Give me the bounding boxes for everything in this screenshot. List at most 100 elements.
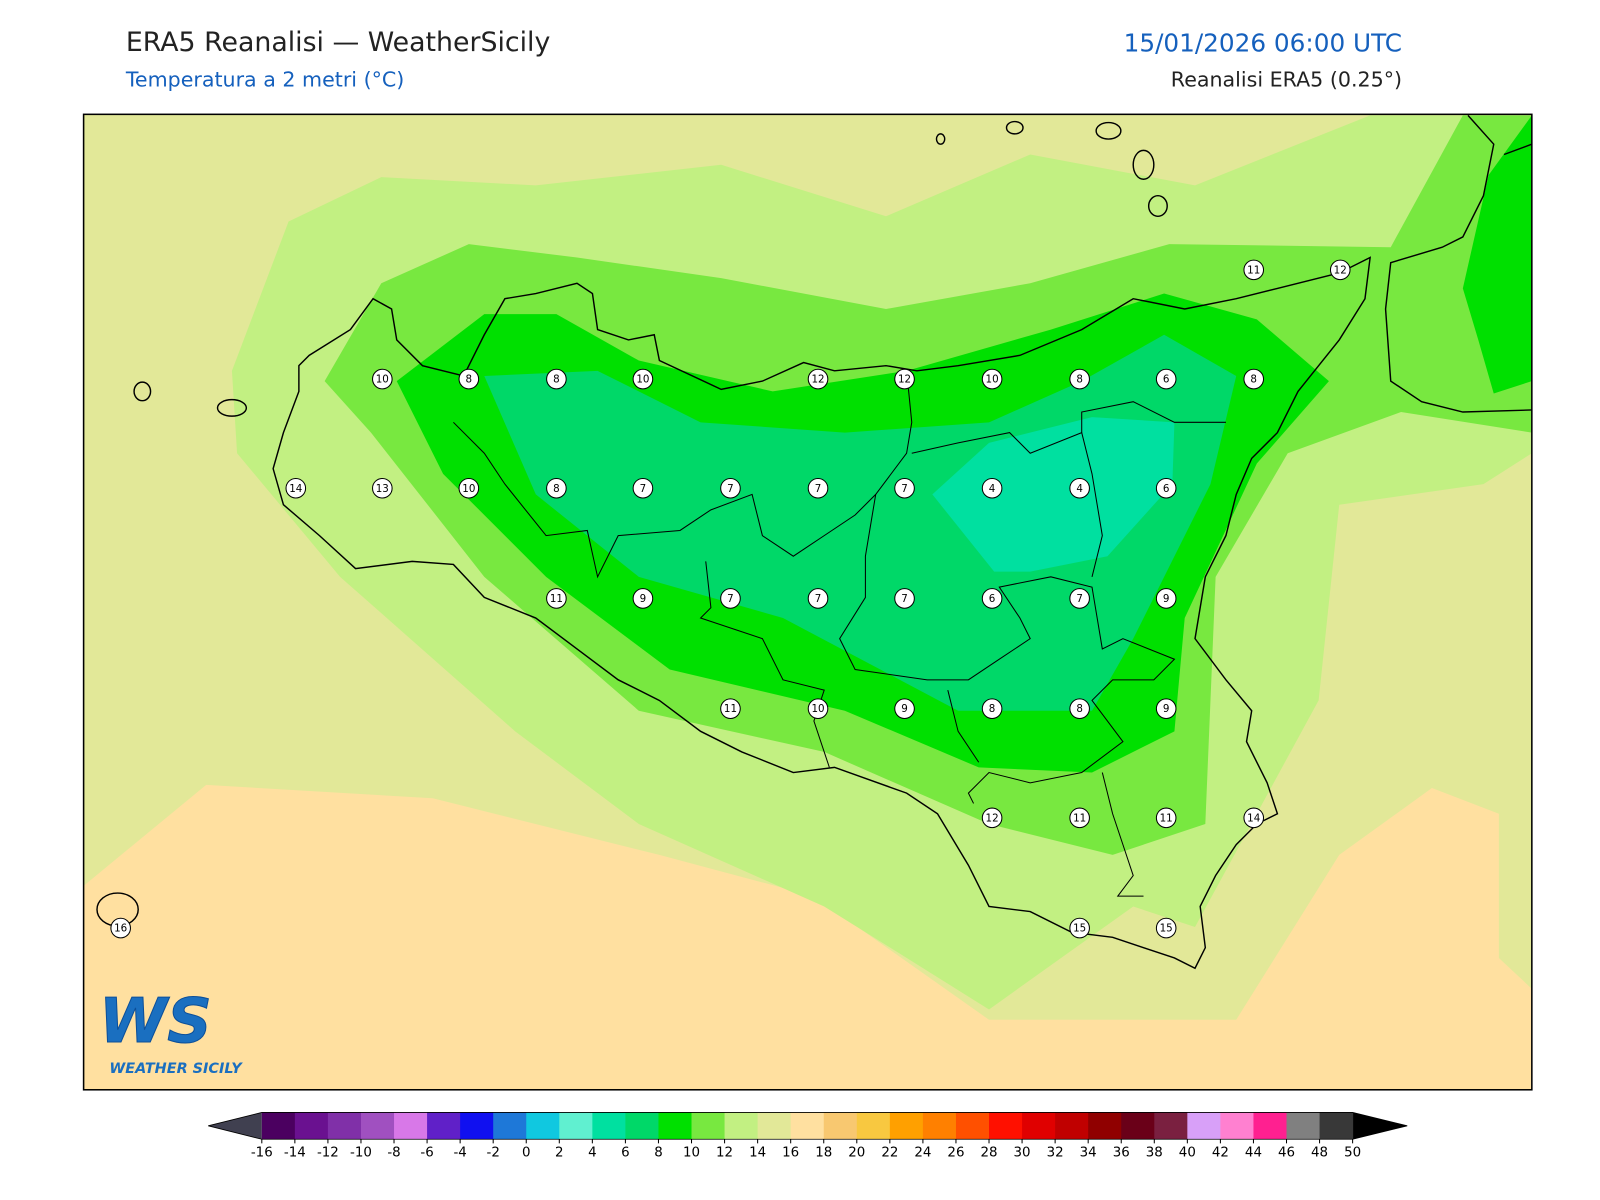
- station-marker: [632, 477, 654, 499]
- colorbar: -16 -14 -12 -10 -8 -6 -4 -2 0 2 4 6 8 10 12 14 16 18 20 22 2…: [208, 1112, 1408, 1161]
- colorbar-tick-label: 22: [881, 1146, 898, 1161]
- station-value: 13: [376, 483, 389, 495]
- colorbar-bin: [1022, 1112, 1056, 1140]
- station-value: 6: [1163, 483, 1170, 495]
- station-value: 11: [1160, 812, 1173, 824]
- colorbar-tick-label: -10: [350, 1146, 372, 1161]
- station-marker: [720, 588, 741, 609]
- station-value: 8: [1076, 703, 1083, 715]
- colorbar-tick-label: 30: [1014, 1146, 1031, 1161]
- colorbar-tick-label: 16: [782, 1146, 799, 1161]
- station-marker: [1155, 698, 1177, 719]
- island: [1095, 121, 1122, 140]
- colorbar-bin: [559, 1112, 593, 1140]
- station-value: 7: [901, 483, 908, 495]
- station-marker: [894, 588, 915, 609]
- colorbar-bin: [460, 1112, 494, 1140]
- station-value: 16: [114, 923, 127, 935]
- colorbar-tick-label: 50: [1344, 1146, 1361, 1161]
- station-value: 6: [1163, 374, 1170, 386]
- colorbar-bin: [989, 1112, 1023, 1140]
- colorbar-tick-label: 40: [1179, 1146, 1196, 1161]
- title: ERA5 Reanalisi — WeatherSicily: [126, 27, 551, 58]
- colorbar-tick-label: 42: [1212, 1146, 1229, 1161]
- station-value: 12: [811, 374, 824, 386]
- colorbar-bin: [294, 1112, 329, 1140]
- station-value: 10: [811, 703, 824, 715]
- station-value: 12: [898, 374, 911, 386]
- logo-mark: WS: [99, 985, 212, 1057]
- colorbar-tick-label: 12: [716, 1146, 733, 1161]
- subtitle: Temperatura a 2 metri (°C): [125, 67, 405, 91]
- station-marker: [458, 477, 480, 499]
- station-value: 8: [466, 374, 473, 386]
- station-value: 10: [986, 374, 999, 386]
- station-marker: [1155, 368, 1177, 390]
- station-marker: [1155, 588, 1177, 609]
- station-marker: [981, 588, 1003, 609]
- station-marker: [807, 477, 829, 499]
- station-value: 7: [815, 483, 822, 495]
- station-marker: [807, 698, 829, 719]
- field-4-6: [932, 417, 1175, 572]
- colorbar-tick-label: 20: [848, 1146, 865, 1161]
- colorbar-tick-label: 48: [1311, 1146, 1328, 1161]
- map: 11 12 10 8 8 10 12 12 10 8 6 8 14 13 10 8 7 7 7 7 4 4 6 11 9 7 7 7 6…: [83, 114, 1532, 1090]
- station-marker: [1155, 477, 1177, 499]
- station-marker: [1069, 368, 1090, 390]
- colorbar-tick-label: -14: [284, 1146, 306, 1161]
- station-value: 9: [901, 703, 908, 715]
- station-marker: [1329, 259, 1351, 281]
- colorbar-tick-label: -6: [420, 1146, 433, 1161]
- colorbar-bin: [856, 1112, 891, 1140]
- colorbar-bin: [592, 1112, 626, 1140]
- colorbar-tick-label: 24: [914, 1146, 931, 1161]
- station-marker: [1155, 917, 1177, 939]
- station-marker: [807, 368, 829, 390]
- colorbar-bin: [922, 1112, 957, 1140]
- colorbar-tick-label: 28: [980, 1146, 997, 1161]
- colorbar-tick-label: -16: [251, 1146, 273, 1161]
- station-value: 11: [550, 593, 563, 605]
- colorbar-tick-label: 36: [1113, 1146, 1130, 1161]
- province-border: [453, 370, 913, 579]
- station-value: 9: [640, 593, 647, 605]
- station-value: 15: [1160, 923, 1173, 935]
- colorbar-tick-label: 46: [1278, 1146, 1295, 1161]
- island: [1147, 194, 1168, 218]
- island: [133, 381, 152, 402]
- station-value: 8: [553, 483, 560, 495]
- station-marker: [546, 477, 567, 499]
- station-value: 4: [1076, 483, 1083, 495]
- station-value: 7: [815, 593, 822, 605]
- island: [1132, 149, 1155, 180]
- station-value: 7: [901, 593, 908, 605]
- station-marker: [1069, 588, 1090, 609]
- colorbar-tick-label: -4: [453, 1146, 466, 1161]
- station-marker: [1243, 368, 1265, 390]
- station-value: 7: [1076, 593, 1083, 605]
- colorbar-tick-label: 32: [1047, 1146, 1064, 1161]
- colorbar-bin: [889, 1112, 924, 1140]
- province-border: [1101, 772, 1144, 897]
- colorbar-tick-label: 10: [683, 1146, 700, 1161]
- station-value: 12: [986, 812, 999, 824]
- station-value: 9: [1163, 703, 1170, 715]
- map-frame: [82, 113, 1533, 1091]
- colorbar-bin: [1220, 1112, 1254, 1140]
- colorbar-bin: [493, 1112, 527, 1140]
- station-marker: [981, 807, 1003, 829]
- station-value: 4: [989, 483, 996, 495]
- station-value: 11: [1247, 264, 1260, 276]
- station-value: 6: [989, 593, 996, 605]
- station-marker: [632, 588, 654, 609]
- province-border: [947, 432, 1103, 763]
- coastline: [272, 256, 1372, 970]
- station-marker: [894, 698, 915, 719]
- colorbar-bin: [757, 1112, 792, 1140]
- colorbar-bin: [1088, 1112, 1122, 1140]
- colorbar-tick-label: 38: [1146, 1146, 1163, 1161]
- source: Reanalisi ERA5 (0.25°): [1171, 67, 1402, 91]
- stations: 11 12 10 8 8 10 12 12 10 8 6 8 14 13 10 8 7 7 7 7 4 4 6 11 9 7 7 7 6…: [110, 259, 1351, 939]
